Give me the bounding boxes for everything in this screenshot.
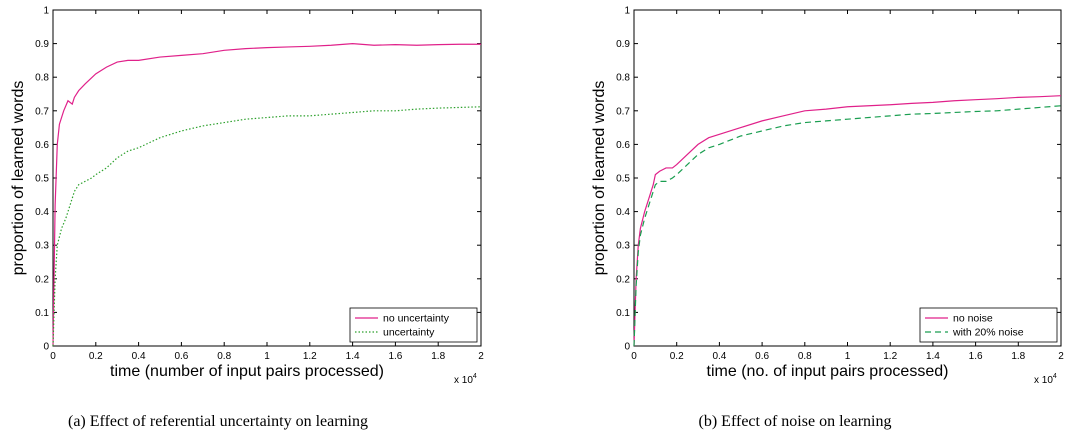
series-line-1 <box>52 42 481 347</box>
series-group <box>633 95 1062 347</box>
y-tick-label: 0.2 <box>616 274 630 285</box>
y-tick-label: 0.9 <box>35 39 49 50</box>
y-tick-label: 0.8 <box>616 73 630 84</box>
x-tick-label: 0 <box>50 351 56 362</box>
chart-panel-b: 00.10.20.30.40.50.60.70.80.910 0.2 0.4 0.6 0… <box>591 6 1064 431</box>
y-tick-label: 0.6 <box>616 140 630 151</box>
y-tick-label: 0.6 <box>35 140 49 151</box>
x-tick-label: 0.4 <box>712 351 726 362</box>
y-axis-label: proportion of learned words <box>591 81 608 276</box>
legend-label-1: no noise <box>953 313 993 325</box>
x-tick-label: 1.4 <box>346 351 360 362</box>
legend-box <box>919 307 1058 343</box>
x-tick-label: 1 <box>845 351 851 362</box>
y-tick-label: 0.7 <box>35 106 49 117</box>
plot-area <box>52 9 482 347</box>
x-tick-label: 1.2 <box>303 351 317 362</box>
x-tick-label: 0.2 <box>89 351 103 362</box>
legend: no noise with 20% noise <box>919 307 1058 343</box>
x-tick-label: 1.4 <box>926 351 940 362</box>
x-tick-label: 0 <box>631 351 637 362</box>
figure-caption-a: (a) Effect of referential uncertainty on… <box>68 413 368 430</box>
x-exponent-label: x 104 <box>1034 373 1057 386</box>
y-tick-label: 0.3 <box>616 241 630 252</box>
x-tick-label: 0.2 <box>670 351 684 362</box>
x-axis-label: time (number of input pairs processed) <box>110 363 384 380</box>
y-tick-label: 0.4 <box>35 207 49 218</box>
x-tick-label: 0.6 <box>755 351 769 362</box>
y-tick-label: 0 <box>624 342 630 353</box>
legend-label-2: uncertainty <box>383 327 435 339</box>
x-exponent-label: x 104 <box>454 373 477 386</box>
legend-box <box>349 307 478 343</box>
x-tick-label: 1.8 <box>431 351 445 362</box>
x-axis-label: time (no. of input pairs processed) <box>707 363 949 380</box>
x-tick-label: 1.8 <box>1011 351 1025 362</box>
y-tick-label: 0.1 <box>616 308 630 319</box>
y-axis-label: proportion of learned words <box>10 81 27 276</box>
y-tick-label: 0.7 <box>616 106 630 117</box>
y-tick-label: 1 <box>43 6 49 17</box>
series-line-1 <box>633 95 1062 347</box>
x-tick-label: 0.8 <box>798 351 812 362</box>
x-tick-label: 0.6 <box>174 351 188 362</box>
chart-panel-a: 00.10.20.30.40.50.60.70.80.910 0.2 0.4 0.6 0… <box>10 6 484 431</box>
y-tick-label: 0.9 <box>616 39 630 50</box>
x-axis-ticks: 0 0.2 0.4 0.6 0.8 1 1.2 1.4 1.6 1.8 2 <box>631 10 1064 362</box>
legend-label-2: with 20% noise <box>952 327 1024 339</box>
x-tick-label: 1 <box>264 351 270 362</box>
y-tick-label: 0.5 <box>616 174 630 185</box>
x-tick-label: 1.6 <box>388 351 402 362</box>
figure-caption-b: (b) Effect of noise on learning <box>699 413 892 430</box>
legend-label-1: no uncertainty <box>383 313 450 325</box>
y-tick-label: 0.1 <box>35 308 49 319</box>
x-tick-label: 2 <box>478 351 484 362</box>
y-tick-label: 0.2 <box>35 274 49 285</box>
y-tick-label: 1 <box>624 6 630 17</box>
y-axis-ticks: 0 0.1 0.2 0.3 0.4 0.5 0.6 0.7 0.8 0.9 1 <box>616 6 1061 353</box>
y-tick-label: 0.5 <box>35 174 49 185</box>
y-axis-ticks: 0 0.1 0.2 0.3 0.4 0.5 0.6 0.7 0.8 0.9 1 <box>35 6 481 353</box>
series-line-2 <box>52 106 482 347</box>
plot-area <box>633 9 1062 347</box>
y-tick-label: 0 <box>43 342 49 353</box>
x-tick-label: 0.4 <box>132 351 146 362</box>
y-tick-label: 0.3 <box>35 241 49 252</box>
x-tick-label: 1.6 <box>969 351 983 362</box>
y-tick-label: 0.8 <box>35 73 49 84</box>
y-tick-label: 0.4 <box>616 207 630 218</box>
series-group <box>52 42 482 347</box>
series-line-2 <box>633 105 1062 347</box>
x-tick-label: 2 <box>1058 351 1064 362</box>
x-tick-label: 0.8 <box>217 351 231 362</box>
x-tick-label: 1.2 <box>883 351 897 362</box>
legend: no uncertainty uncertainty <box>349 307 478 343</box>
